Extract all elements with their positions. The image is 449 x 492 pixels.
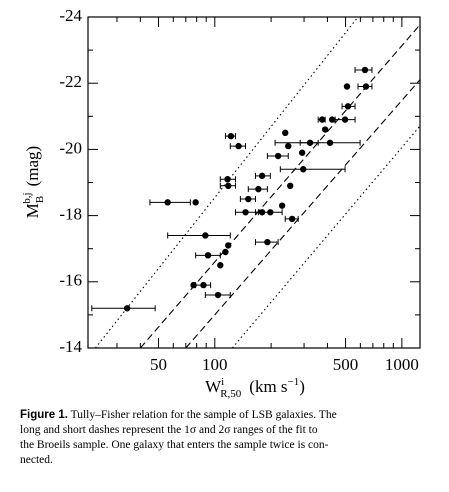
data-point <box>298 149 306 156</box>
data-point <box>222 248 229 256</box>
data-point <box>321 126 329 133</box>
x-label-sup: i <box>221 376 224 388</box>
caption-line: Figure 1. Tully–Fisher relation for the … <box>20 409 337 421</box>
x-label-main: W <box>205 377 222 396</box>
error-bar <box>274 139 361 146</box>
plot-frame <box>87 16 421 349</box>
data-point <box>267 209 274 216</box>
y-tick-label: -16 <box>59 271 82 290</box>
data-point <box>204 252 212 259</box>
y-tick-label: -22 <box>59 72 82 91</box>
data-point <box>343 83 351 90</box>
y-tick-label: -20 <box>59 138 82 157</box>
error-bar <box>167 232 231 239</box>
y-label-sup: b,j <box>21 192 33 203</box>
x-label-sub: R,50 <box>220 388 242 400</box>
data-point <box>282 129 289 137</box>
data-point <box>225 182 232 190</box>
data-point <box>123 305 131 312</box>
fit-line <box>94 17 359 348</box>
caption-line: long and short dashes represent the 1σ a… <box>20 424 318 436</box>
y-tick-label: -14 <box>59 337 82 356</box>
data-point <box>255 185 262 193</box>
y-label-sub: B <box>34 196 46 203</box>
x-axis-label: Wi R,50 (km s−1) <box>205 376 305 400</box>
data-point <box>318 116 326 123</box>
data-point <box>202 232 209 239</box>
x-tick-label: 50 <box>150 355 167 374</box>
data-point <box>264 238 271 246</box>
data-point <box>300 166 307 173</box>
data-point <box>326 139 334 146</box>
data-point <box>200 281 207 289</box>
data-point <box>227 132 235 140</box>
data-point <box>235 142 242 150</box>
caption-line: the Broeils sample. One galaxy that ente… <box>20 439 329 451</box>
data-point <box>278 202 286 209</box>
y-tick-label: -24 <box>59 6 82 25</box>
x-label-close: ) <box>299 377 305 396</box>
data-point <box>192 199 199 206</box>
caption-label: Figure 1. <box>20 409 68 421</box>
fit-line <box>185 79 420 348</box>
x-label-unit: (km s <box>249 377 287 396</box>
y-tick-label: -18 <box>59 205 82 224</box>
data-point <box>225 242 232 249</box>
data-point <box>258 172 266 180</box>
data-point <box>274 152 282 160</box>
data-point <box>362 83 370 90</box>
caption-line: nected. <box>20 454 53 466</box>
fit-line <box>139 24 420 348</box>
data-point <box>287 182 294 190</box>
data-point <box>344 103 352 110</box>
data-point <box>328 116 336 123</box>
data-point <box>224 175 231 183</box>
x-tick-label: 100 <box>202 355 228 374</box>
data-point <box>361 66 369 74</box>
data-point <box>288 215 296 223</box>
data-point <box>164 199 171 206</box>
x-tick-label: 1000 <box>385 355 419 374</box>
data-point <box>285 142 292 150</box>
data-point <box>217 262 224 269</box>
data-point <box>341 116 349 123</box>
x-label-unit-sup: −1 <box>288 376 300 388</box>
caption-text: Tully–Fisher relation for the sample of … <box>71 409 337 421</box>
fit-line <box>231 125 420 348</box>
y-label-main: M <box>23 203 42 218</box>
data-point <box>245 195 252 203</box>
x-tick-label: 500 <box>333 355 359 374</box>
data-point <box>214 291 222 299</box>
data-point <box>242 209 249 216</box>
y-label-unit: (mag) <box>23 146 42 187</box>
error-bar <box>91 305 156 312</box>
y-axis-label: MBb,j (mag) <box>21 146 46 218</box>
error-bar <box>279 166 346 173</box>
